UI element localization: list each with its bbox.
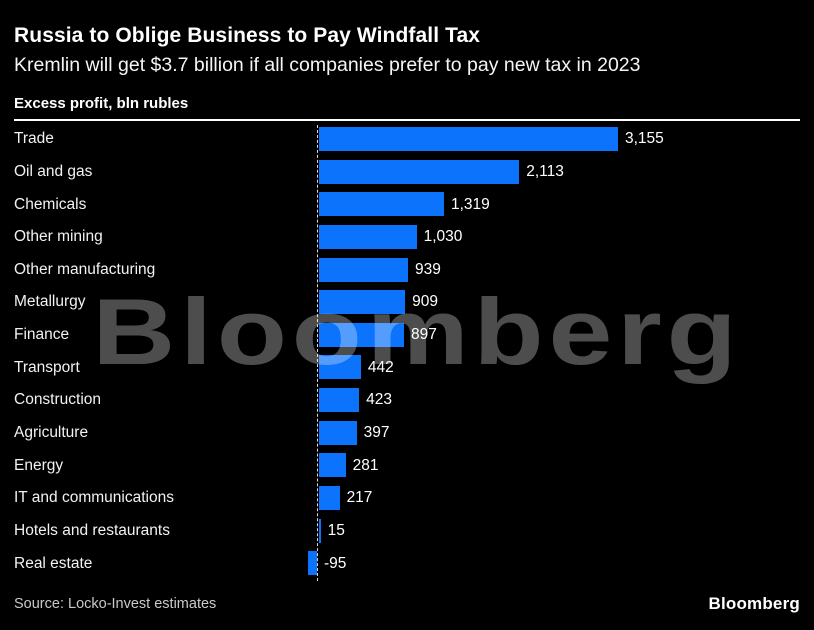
value-label: 909	[412, 293, 439, 311]
bar-row: Other mining 1,030	[14, 221, 800, 254]
bar-row: Oil and gas 2,113	[14, 156, 800, 189]
value-label: 217	[346, 489, 373, 507]
bar	[308, 551, 318, 576]
bar-row: IT and communications 217	[14, 482, 800, 515]
value-label: 281	[352, 456, 379, 474]
category-label: Transport	[14, 358, 80, 376]
zero-baseline-axis	[317, 125, 318, 581]
bar-row: Real estate -95	[14, 547, 800, 580]
bar	[319, 192, 444, 217]
value-label: 2,113	[526, 162, 564, 180]
bar-row: Construction 423	[14, 384, 800, 417]
bar	[319, 486, 340, 511]
category-label: Agriculture	[14, 424, 89, 442]
header-divider	[14, 119, 800, 121]
chart-title: Russia to Oblige Business to Pay Windfal…	[14, 24, 481, 47]
bar	[319, 453, 346, 478]
category-label: Finance	[14, 326, 70, 344]
bar	[319, 257, 408, 282]
category-label: Construction	[14, 391, 102, 409]
bar-row: Chemicals 1,319	[14, 188, 800, 221]
bar	[319, 420, 357, 445]
value-label: 1,030	[423, 228, 463, 246]
category-label: Other manufacturing	[14, 260, 156, 278]
category-label: Real estate	[14, 554, 93, 572]
bar-row: Energy 281	[14, 449, 800, 482]
bar-row: Agriculture 397	[14, 417, 800, 450]
category-label: Other mining	[14, 228, 103, 246]
bar	[319, 388, 360, 413]
bar	[319, 290, 406, 315]
value-label: 15	[327, 521, 345, 539]
bar-row: Trade 3,155	[14, 123, 800, 156]
bar-chart-area: Trade 3,155 Oil and gas 2,113 Chemicals 1,319…	[14, 123, 800, 581]
value-label: 3,155	[625, 130, 664, 148]
category-label: Chemicals	[14, 195, 87, 213]
bar	[319, 159, 520, 184]
value-label: 939	[414, 260, 441, 278]
axis-unit-label: Excess profit, bln rubles	[14, 95, 189, 112]
category-label: Energy	[14, 456, 64, 474]
source-note: Source: Locko-Invest estimates	[14, 596, 217, 612]
bar-row: Hotels and restaurants 15	[14, 515, 800, 548]
value-label: 423	[366, 391, 392, 409]
bar-row: Transport 442	[14, 351, 800, 384]
category-label: IT and communications	[14, 489, 174, 507]
value-label: 1,319	[451, 195, 490, 213]
category-label: Metallurgy	[14, 293, 86, 311]
value-label: 897	[411, 326, 437, 344]
bar	[319, 355, 361, 380]
bar	[319, 224, 417, 249]
bloomberg-logo: Bloomberg	[708, 594, 800, 613]
value-label: 442	[367, 358, 394, 376]
bar	[319, 518, 321, 543]
bar-row: Metallurgy 909	[14, 286, 800, 319]
category-label: Oil and gas	[14, 162, 93, 180]
category-label: Hotels and restaurants	[14, 521, 170, 539]
bar-row: Other manufacturing 939	[14, 254, 800, 287]
value-label: -95	[324, 554, 347, 572]
bar	[319, 127, 618, 151]
bar-row: Finance 897	[14, 319, 800, 352]
value-label: 397	[363, 424, 390, 442]
category-label: Trade	[14, 130, 54, 148]
bar	[319, 322, 404, 347]
chart-subtitle: Kremlin will get $3.7 billion if all com…	[14, 54, 641, 76]
